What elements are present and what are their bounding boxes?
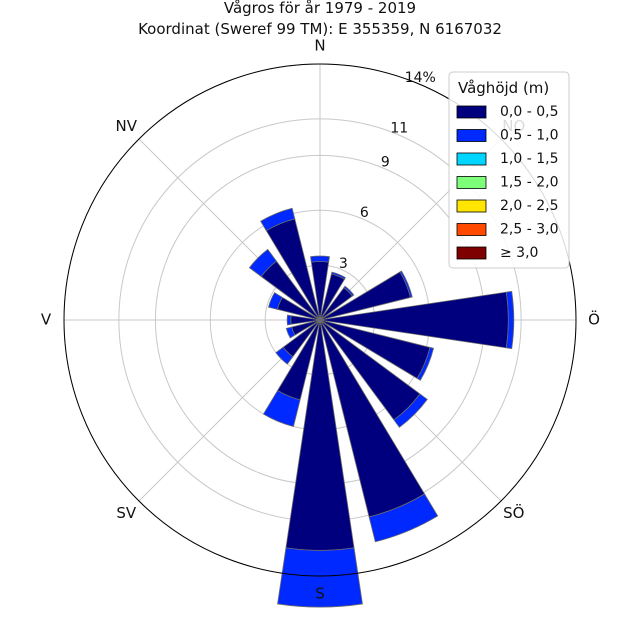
legend: Våghöjd (m) 0,0 - 0,5 0,5 - 1,0 1,0 - 1,5 1,… (448, 71, 570, 269)
direction-label-5: SV (116, 504, 137, 522)
legend-swatch-5 (456, 223, 487, 236)
legend-label-6: ≥ 3,0 (500, 245, 538, 261)
bar-180-bin-0 (285, 319, 355, 551)
bar-135-bin-1 (393, 393, 428, 428)
bar-112.5-bin-1 (416, 346, 435, 381)
chart-subtitle: Koordinat (Sweref 99 TM): E 355359, N 61… (138, 20, 502, 38)
bar-247.5-bin-1 (285, 326, 296, 339)
bar-157.5-bin-1 (368, 493, 439, 543)
bar-90-bin-1 (505, 290, 515, 350)
legend-label-4: 2,0 - 2,5 (500, 198, 558, 214)
radial-tick-label-3: 11 (390, 121, 408, 137)
outer-ring (63, 63, 577, 577)
legend-swatch-1 (456, 129, 487, 142)
legend-label-2: 1,0 - 1,5 (500, 151, 558, 167)
legend-swatch-2 (456, 152, 487, 166)
wave-rose-bars (63, 63, 577, 608)
direction-label-0: N (314, 37, 325, 55)
radial-tick-label-4: 14% (405, 70, 436, 86)
bar-180-bin-1 (277, 547, 363, 608)
bar-292.5-bin-1 (268, 292, 283, 310)
radial-tick-label-1: 6 (360, 205, 369, 221)
bar-22.5-bin-1 (331, 271, 346, 280)
bar-67.5-bin-1 (399, 270, 413, 298)
legend-label-3: 1,5 - 2,0 (500, 175, 558, 191)
legend-label-5: 2,5 - 3,0 (500, 222, 558, 238)
bar-202.5-bin-1 (262, 389, 301, 427)
bar-337.5-bin-1 (260, 207, 296, 232)
radial-tick-label-0: 3 (339, 256, 348, 272)
radial-tick-label-2: 9 (381, 154, 390, 170)
bar-225-bin-1 (275, 346, 294, 365)
legend-title: Våghöjd (m) (458, 79, 549, 97)
direction-label-4: S (315, 585, 325, 603)
bar-315-bin-1 (248, 248, 278, 278)
bar-45-bin-1 (343, 285, 355, 297)
legend-box (448, 71, 570, 269)
chart-title: Vågros för år 1979 - 2019 (224, 0, 416, 17)
direction-label-3: SÖ (503, 503, 524, 522)
direction-label-6: V (41, 311, 52, 329)
legend-swatch-4 (456, 199, 487, 213)
direction-label-7: NV (116, 117, 138, 135)
bar-270-bin-1 (286, 314, 292, 326)
legend-swatch-0 (456, 105, 487, 119)
direction-label-2: Ö (588, 310, 600, 329)
legend-swatch-3 (456, 176, 487, 189)
legend-label-0: 0,0 - 0,5 (500, 104, 558, 120)
bar-90-bin-0 (319, 291, 509, 349)
bar-0-bin-1 (310, 255, 330, 263)
legend-label-1: 0,5 - 1,0 (500, 128, 558, 144)
legend-swatch-6 (456, 246, 487, 260)
